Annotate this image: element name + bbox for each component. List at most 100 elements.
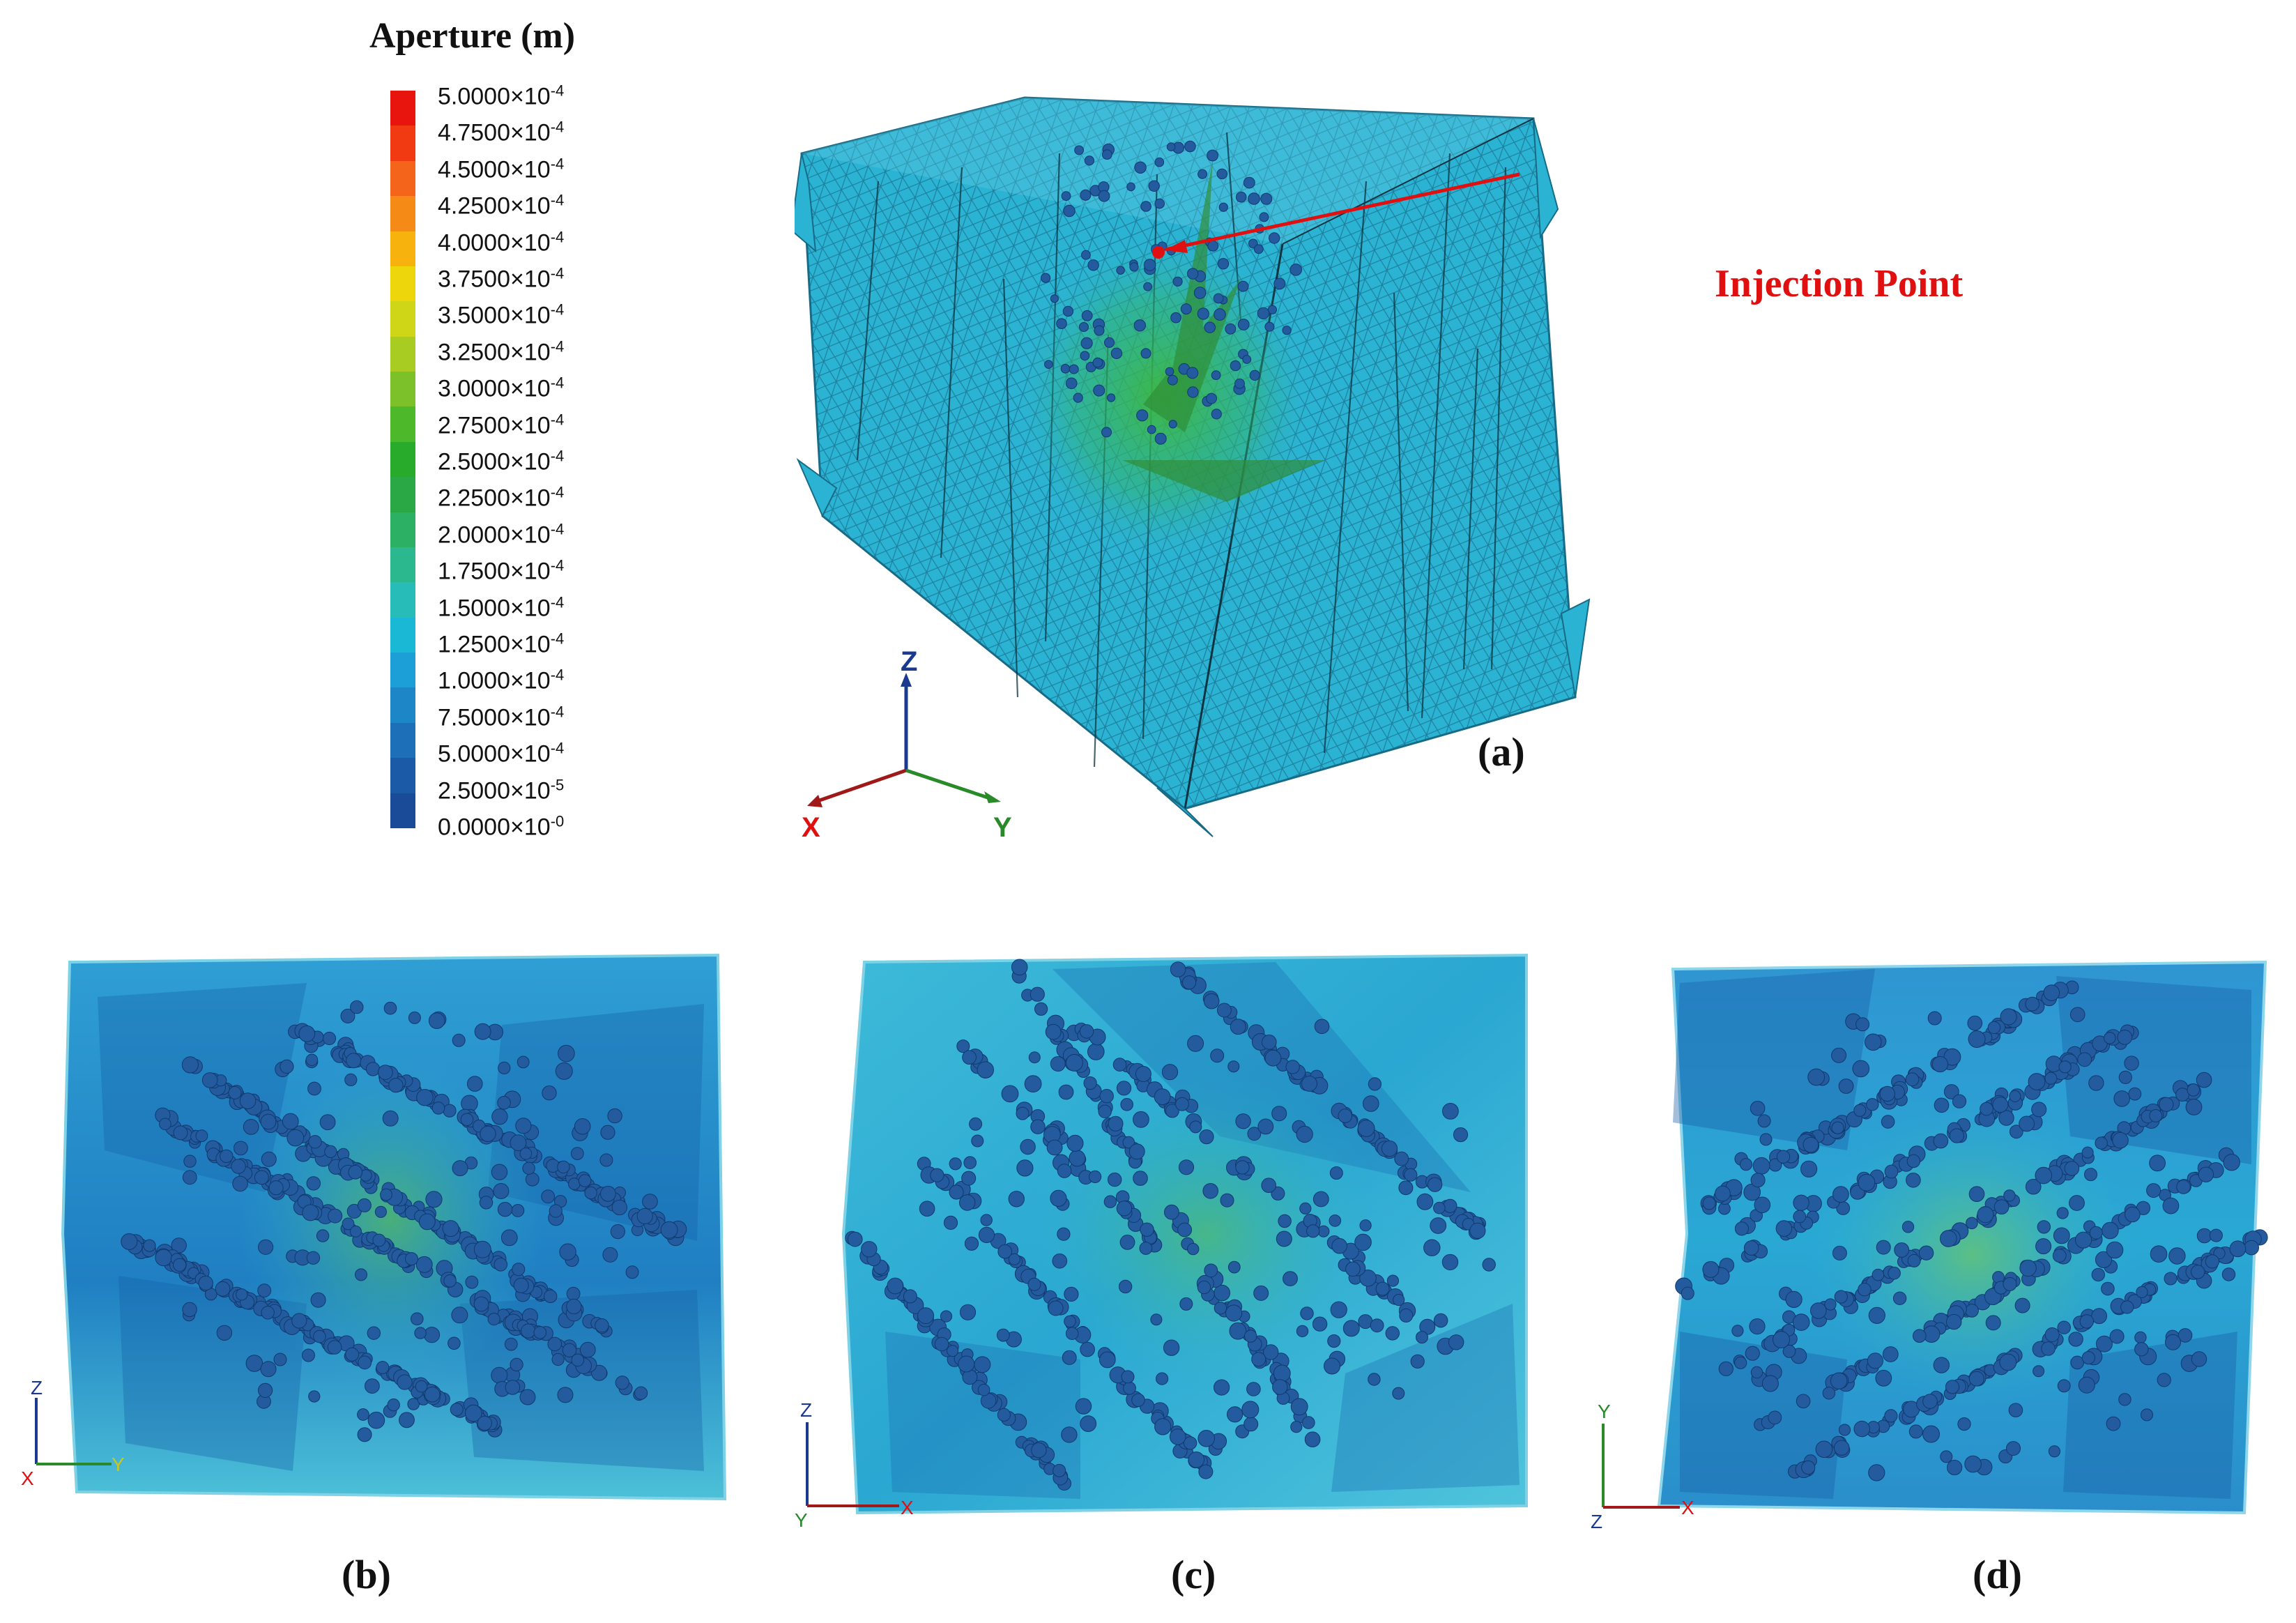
colorbar-tick-label: 4.0000×10-4 [438,227,565,257]
particle [2104,1032,2116,1044]
particle [1416,1193,1434,1210]
colorbar-segment [390,160,415,197]
particle [2117,1029,2133,1045]
particle [380,1188,392,1201]
particle [1163,1339,1180,1356]
particle [1177,1222,1192,1237]
particle [541,1189,556,1204]
particle [1393,1293,1405,1306]
particle [491,1108,508,1125]
particle [977,1383,990,1396]
particle [956,1039,970,1053]
particle [1754,1196,1771,1214]
particle [1875,1369,1892,1387]
particle [660,1221,678,1239]
particle [443,1274,457,1288]
particle [340,1008,355,1023]
particle [1167,374,1178,386]
particle [1099,1089,1114,1104]
particle [376,1361,390,1374]
particle [1908,1424,1923,1439]
particle [949,1184,964,1200]
particle [2136,1286,2148,1298]
particle [2095,1335,2113,1352]
particle [1858,1283,1872,1297]
particle [2124,1056,2139,1071]
particle [487,1313,500,1326]
particle [497,1096,511,1110]
particle [2037,1220,2051,1234]
axis-triad-a: Z X Y [802,646,1012,843]
particle [2146,1183,2161,1198]
particle [2035,1166,2053,1184]
particle [452,1160,468,1177]
particle [1136,409,1149,422]
particle [1945,1380,1960,1394]
particle [1081,250,1091,260]
particle [1133,1171,1148,1186]
particle [963,1156,977,1170]
particle [566,1286,581,1301]
particle [387,1399,400,1412]
particle [1807,1068,1826,1086]
particle [1392,1387,1405,1400]
particle [1235,1113,1251,1129]
particle [959,1304,977,1320]
particle [1050,1056,1066,1072]
particle [1357,1120,1375,1137]
particle [1327,1334,1341,1348]
colorbar-segment [390,91,415,126]
particle [1739,1158,1753,1171]
particle [584,1186,597,1200]
particle [1140,348,1151,359]
colorbar-segment [390,653,415,688]
particle [479,1196,493,1210]
particle [1943,1084,1959,1099]
axis-label-z-c: Z [800,1399,812,1421]
particle [1285,1060,1300,1074]
particle [1154,1088,1171,1106]
colorbar-segment [390,301,415,337]
particle [1342,1320,1360,1337]
panel-label-c: (c) [1171,1552,1216,1597]
particle [1761,1375,1779,1392]
particle [2033,1365,2045,1378]
particle [1868,1464,1885,1481]
particle [943,1215,958,1230]
particle [358,1355,372,1370]
particle [557,1160,570,1174]
particle [1312,1316,1328,1332]
particle [1050,1189,1067,1207]
particle [2006,1441,2021,1456]
particle [2106,1241,2124,1259]
particle [2069,1195,2085,1211]
particle [1289,264,1303,276]
particle [2125,1206,2141,1223]
particle [1080,189,1092,201]
particle [1180,303,1192,315]
particle [258,1239,274,1255]
colorbar-tick-label: 2.5000×10-4 [438,447,565,475]
particle [1803,1136,1819,1153]
particle [1768,1410,1782,1425]
particle [465,1404,482,1422]
particle [525,1172,539,1187]
particle [228,1085,242,1099]
particle [1083,1076,1097,1090]
particle [1062,305,1074,317]
particle [1853,1420,1870,1438]
particle [367,1411,385,1429]
particle [2165,1334,2181,1350]
particle [504,1337,518,1351]
particle [1838,1424,1851,1436]
particle [568,1178,581,1190]
particle [1398,1180,1414,1196]
particle [399,1412,415,1428]
particle [1749,1318,1766,1335]
particle [345,1347,360,1362]
colorbar-segment [390,406,415,442]
particle [474,1023,491,1040]
particle [1147,425,1156,434]
particle [260,1361,277,1378]
particle [1282,326,1292,335]
